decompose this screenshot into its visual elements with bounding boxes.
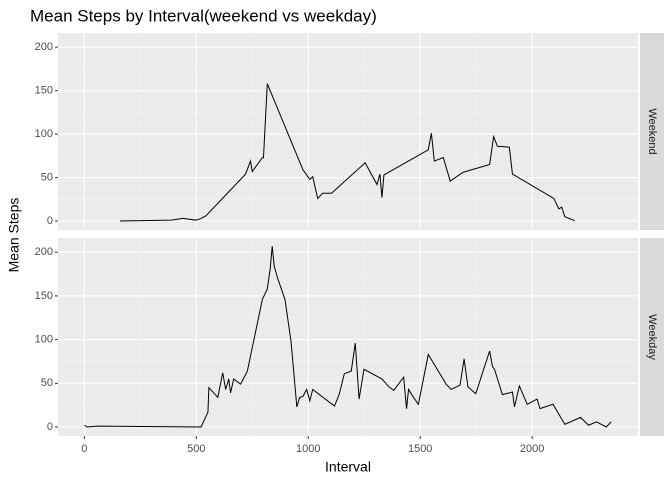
x-tick-label: 500	[187, 443, 205, 455]
x-tick-label: 0	[81, 443, 87, 455]
x-tick-label: 1500	[408, 443, 432, 455]
y-tick-label: 50	[41, 377, 53, 389]
strip-background	[640, 238, 664, 436]
x-axis-label: Interval	[325, 459, 371, 475]
strip-background	[640, 33, 664, 230]
y-tick-label: 50	[41, 171, 53, 183]
y-axis-label: Mean Steps	[6, 198, 22, 273]
strip-label: Weekday	[646, 314, 658, 360]
y-tick-label: 100	[35, 128, 53, 140]
y-tick-label: 200	[35, 246, 53, 258]
x-tick-label: 2000	[520, 443, 544, 455]
y-tick-label: 0	[47, 421, 53, 433]
strip-label: Weekend	[646, 108, 658, 154]
y-tick-label: 150	[35, 85, 53, 97]
panel-background	[58, 238, 638, 436]
chart-title: Mean Steps by Interval(weekend vs weekda…	[30, 6, 377, 25]
y-tick-label: 100	[35, 334, 53, 346]
y-tick-label: 150	[35, 290, 53, 302]
y-tick-label: 0	[47, 215, 53, 227]
y-tick-label: 200	[35, 41, 53, 53]
x-tick-label: 1000	[296, 443, 320, 455]
panel-background	[58, 33, 638, 230]
line	[84, 246, 612, 428]
line	[119, 83, 575, 222]
